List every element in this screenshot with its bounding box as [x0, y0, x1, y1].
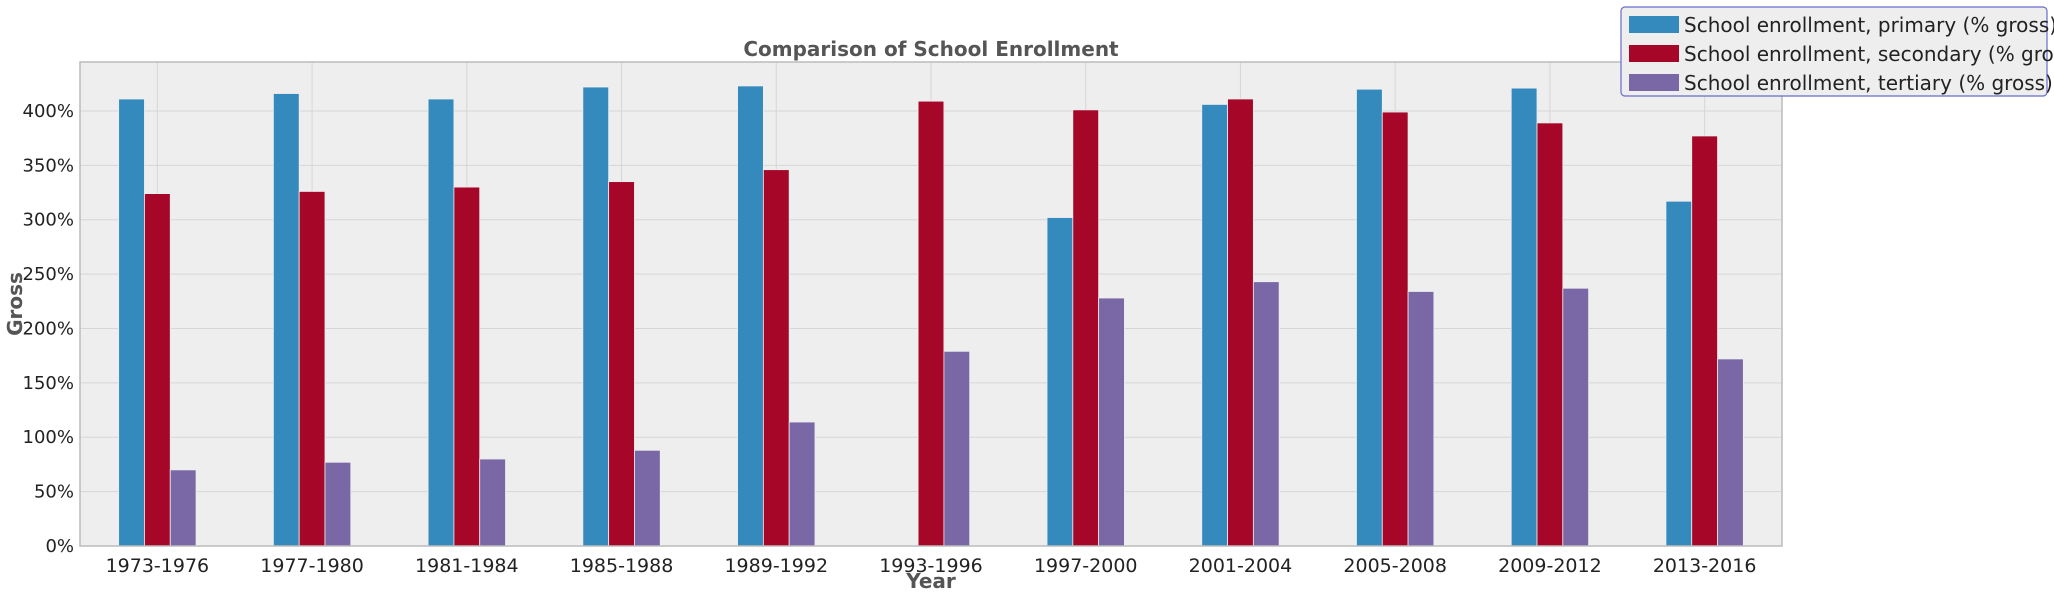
x-axis-label: Year: [905, 569, 956, 593]
x-tick-label: 2013-2016: [1653, 555, 1757, 577]
y-tick-label: 400%: [23, 101, 74, 122]
y-axis-label: Gross: [3, 272, 27, 336]
y-tick-label: 100%: [23, 427, 74, 448]
bar: [144, 193, 171, 547]
bar: [1562, 287, 1590, 547]
bar: [762, 169, 790, 547]
legend-label: School enrollment, primary (% gross): [1684, 13, 2054, 37]
x-tick-label: 1985-1988: [570, 555, 674, 577]
bar: [1691, 135, 1718, 547]
bar: [582, 86, 610, 547]
bar: [118, 98, 145, 547]
bar: [169, 469, 197, 547]
chart-title: Comparison of School Enrollment: [743, 37, 1119, 61]
legend-swatch: [1629, 74, 1679, 91]
bar: [1717, 358, 1744, 547]
y-tick-label: 50%: [34, 482, 74, 503]
legend-swatch: [1629, 16, 1679, 33]
bar: [1536, 122, 1564, 547]
y-tick-label: 250%: [23, 264, 74, 285]
bar: [1072, 109, 1100, 547]
bar: [737, 85, 764, 547]
legend-label: School enrollment, tertiary (% gross): [1684, 71, 2053, 95]
bar: [608, 181, 635, 547]
bar: [479, 458, 506, 547]
bar: [1201, 104, 1228, 547]
legend-label: School enrollment, secondary (% gross): [1684, 42, 2054, 66]
y-tick-label: 150%: [23, 373, 74, 394]
bar: [1252, 281, 1280, 547]
bar: [1227, 98, 1254, 547]
y-axis-ticks: 0% 50% 100% 150% 200% 250% 300% 350% 400%: [23, 101, 74, 557]
bar: [634, 449, 661, 547]
bar: [427, 98, 455, 547]
plot-frame: [79, 61, 1783, 547]
x-tick-label: 1981-1984: [415, 555, 519, 577]
bar: [943, 350, 971, 547]
bar: [1356, 88, 1383, 547]
legend-box: [1620, 6, 2048, 97]
x-tick-label: 1989-1992: [724, 555, 828, 577]
x-tick-label: 2009-2012: [1498, 555, 1602, 577]
x-tick-label: 1997-2000: [1034, 555, 1138, 577]
legend-swatch: [1629, 45, 1679, 62]
bar: [272, 93, 300, 547]
x-tick-label: 1977-1980: [260, 555, 364, 577]
x-tick-label: 2005-2008: [1343, 555, 1447, 577]
bar: [298, 191, 326, 547]
bar: [324, 461, 352, 547]
x-tick-label: 1973-1976: [106, 555, 210, 577]
x-axis-ticks: 1973-1976 1977-1980 1981-1984 1985-1988 1989…: [106, 555, 1757, 577]
bar: [917, 100, 945, 547]
x-tick-label: 1993-1996: [879, 555, 983, 577]
y-tick-label: 0%: [45, 536, 74, 557]
bar: [453, 186, 481, 547]
y-tick-label: 350%: [23, 155, 74, 176]
x-tick-label: 2001-2004: [1189, 555, 1293, 577]
bars: [118, 85, 1744, 547]
y-tick-label: 300%: [23, 210, 74, 231]
bar: [1510, 87, 1538, 547]
legend: School enrollment, primary (% gross) Scho…: [1620, 6, 2054, 97]
bar: [1098, 297, 1125, 547]
bar: [1665, 200, 1693, 547]
y-tick-label: 200%: [23, 318, 74, 339]
bar: [1407, 291, 1435, 547]
bar: [1046, 217, 1074, 547]
bar: [1381, 111, 1409, 547]
bar: [788, 421, 816, 547]
